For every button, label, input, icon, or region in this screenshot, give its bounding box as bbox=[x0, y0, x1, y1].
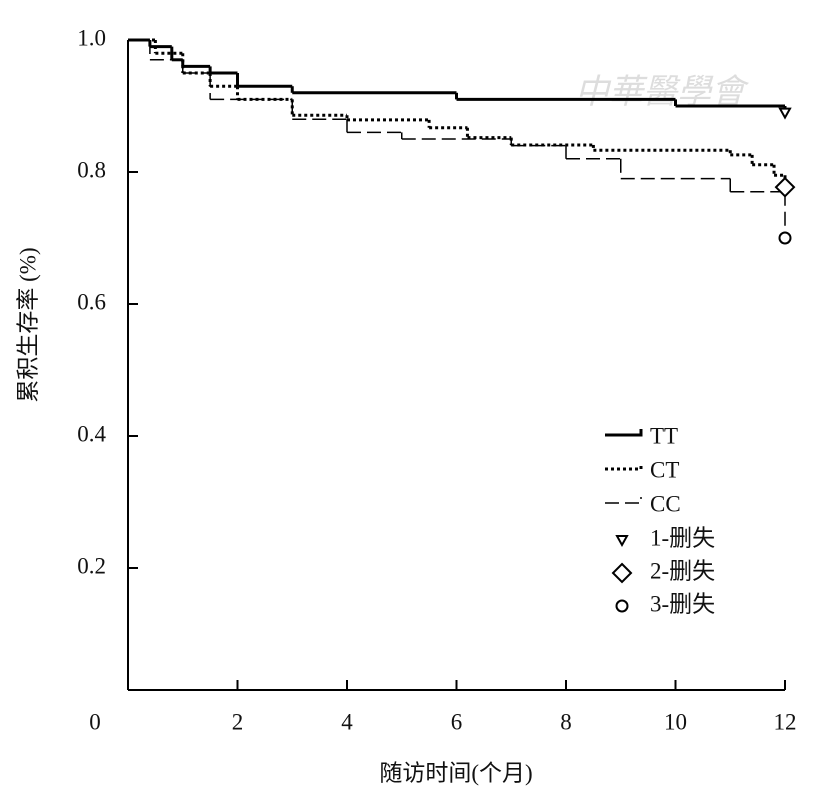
y-tick-label: 0.8 bbox=[77, 157, 106, 182]
legend-label: 1-删失 bbox=[650, 525, 715, 550]
legend-line bbox=[605, 497, 642, 504]
censor-marker bbox=[778, 107, 792, 120]
legend-label: 3-删失 bbox=[650, 591, 715, 616]
censor-marker bbox=[615, 599, 629, 613]
censor-marker bbox=[615, 535, 629, 548]
legend-line bbox=[605, 429, 643, 437]
y-tick-label: 0.6 bbox=[77, 289, 106, 314]
x-tick-label: 12 bbox=[774, 709, 797, 734]
y-tick-label: 0.2 bbox=[77, 553, 106, 578]
x-tick-label: 2 bbox=[232, 709, 244, 734]
censor-marker bbox=[774, 176, 796, 198]
x-axis-label: 随访时间(个月) bbox=[379, 760, 532, 785]
legend-label: CT bbox=[650, 457, 679, 482]
x-tick-label: 8 bbox=[560, 709, 572, 734]
legend-label: CC bbox=[650, 491, 681, 516]
y-axis-label: 累积生存率 (%) bbox=[15, 247, 40, 402]
legend-label: 2-删失 bbox=[650, 558, 715, 583]
censor-marker bbox=[778, 231, 792, 245]
legend-label: TT bbox=[650, 423, 678, 448]
y-tick-label: 0.4 bbox=[77, 421, 106, 446]
x-tick-label: 4 bbox=[341, 709, 353, 734]
y-tick-label: 1.0 bbox=[77, 25, 106, 50]
censor-marker bbox=[611, 562, 633, 584]
x-tick-label: 6 bbox=[451, 709, 463, 734]
x-tick-label: 0 bbox=[89, 709, 101, 734]
x-tick-label: 10 bbox=[664, 709, 687, 734]
legend-line bbox=[605, 463, 643, 471]
